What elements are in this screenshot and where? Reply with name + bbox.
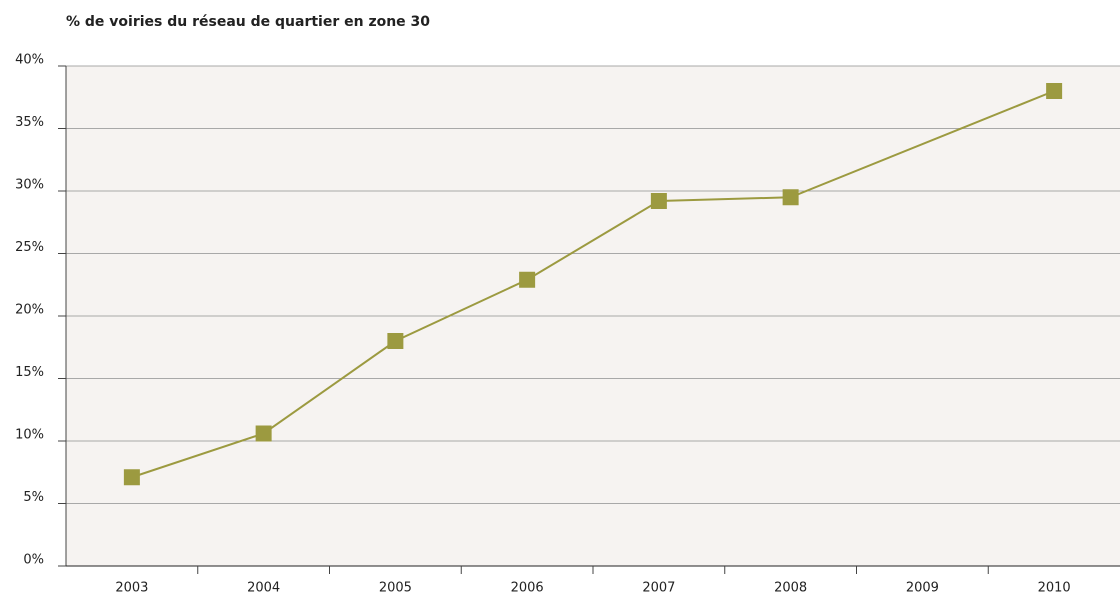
x-tick-label: 2004 xyxy=(247,581,280,596)
x-tick-label: 2006 xyxy=(511,581,544,596)
y-tick-label: 25% xyxy=(15,240,44,255)
y-tick-label: 5% xyxy=(23,490,44,505)
y-tick-label: 30% xyxy=(15,178,44,193)
x-tick-label: 2009 xyxy=(906,581,939,596)
marker xyxy=(123,469,140,486)
chart-title: % de voiries du réseau de quartier en zo… xyxy=(66,14,430,30)
y-tick-label: 40% xyxy=(15,53,44,68)
marker xyxy=(650,193,667,209)
x-tick-label: 2007 xyxy=(642,581,675,596)
marker xyxy=(1046,83,1063,99)
y-tick-label: 10% xyxy=(15,428,44,443)
x-tick-label: 2005 xyxy=(379,581,412,596)
marker xyxy=(519,271,536,288)
y-tick-label: 0% xyxy=(23,553,44,568)
x-tick-label: 2008 xyxy=(774,581,807,596)
marker xyxy=(387,333,404,349)
x-tick-label: 2010 xyxy=(1038,581,1071,596)
y-tick-label: 20% xyxy=(15,303,44,318)
y-tick-label: 35% xyxy=(15,115,44,130)
x-tick-label: 2003 xyxy=(115,581,148,596)
y-tick-label: 15% xyxy=(15,365,44,380)
marker xyxy=(782,189,799,206)
marker xyxy=(255,425,272,442)
